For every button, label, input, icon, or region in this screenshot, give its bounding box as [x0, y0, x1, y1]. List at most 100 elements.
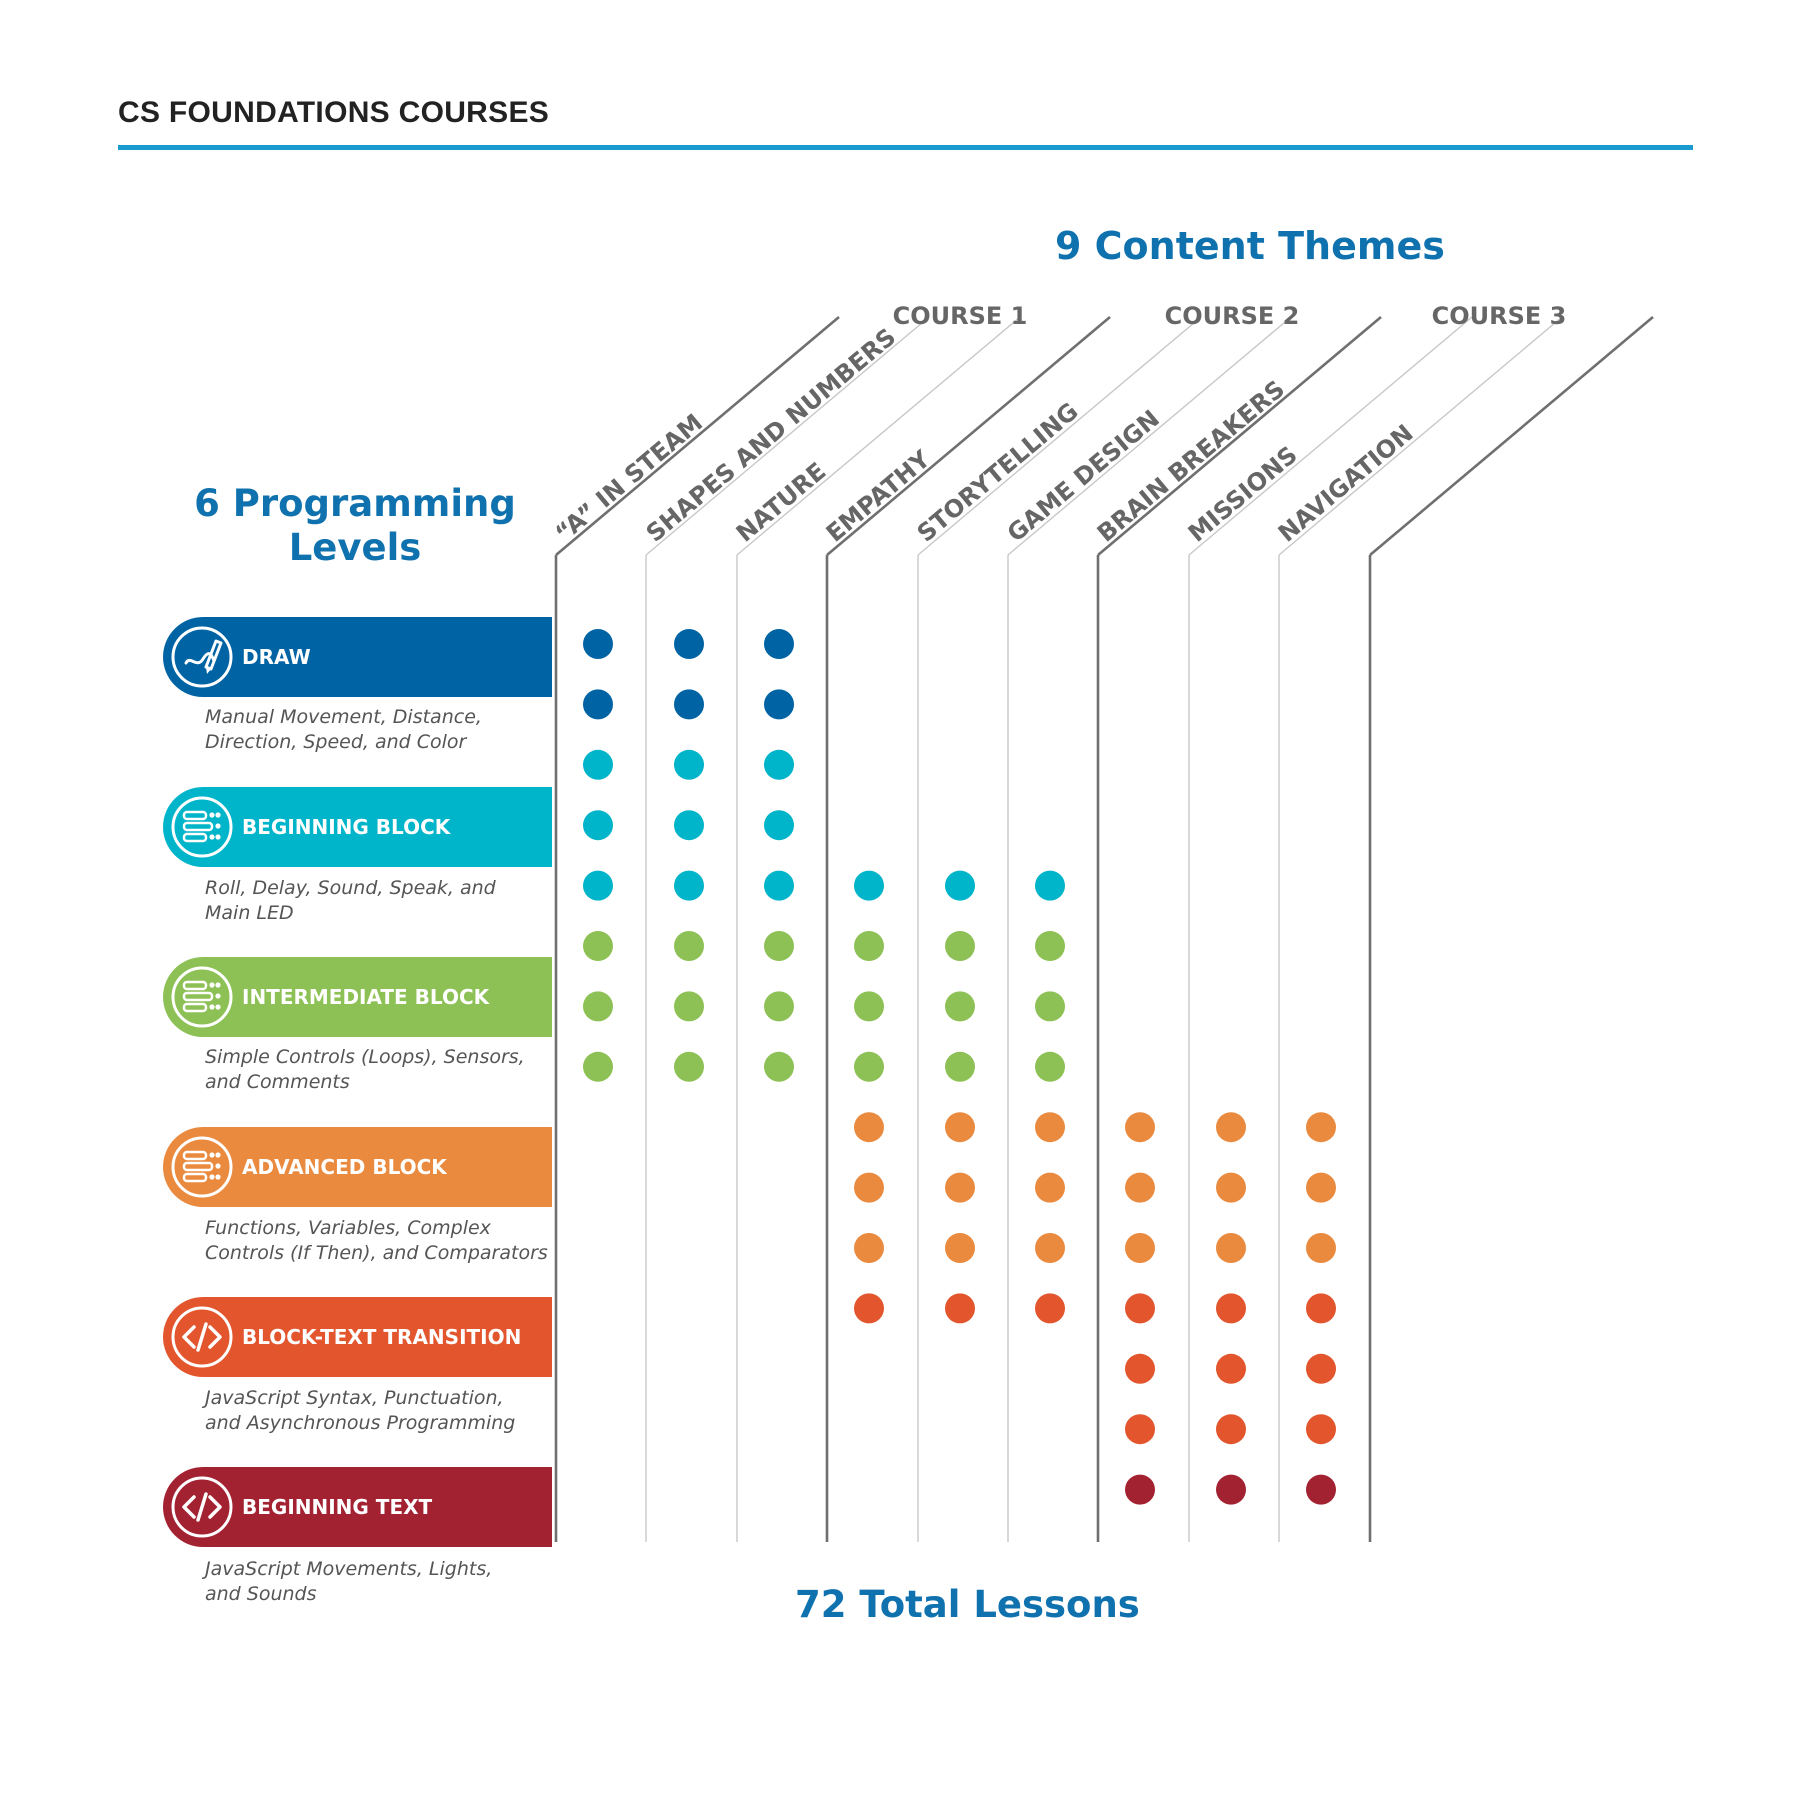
lesson-dot	[1125, 1353, 1155, 1384]
lesson-dot	[674, 689, 704, 720]
lesson-dot	[1216, 1112, 1246, 1143]
level-description-line: JavaScript Syntax, Punctuation,	[205, 1387, 504, 1409]
lesson-dot	[945, 931, 975, 961]
header-diagonal-line	[736, 316, 1021, 556]
lesson-dot	[945, 991, 975, 1022]
lesson-dot	[583, 991, 613, 1022]
level-banner-beginning-text: BEGINNING TEXT	[163, 1467, 552, 1547]
course-label: COURSE 2	[1165, 302, 1300, 330]
level-description-beginning-block: Roll, Delay, Sound, Speak, and Main LED	[205, 876, 550, 926]
lesson-dot	[854, 1293, 884, 1324]
lesson-dot	[1035, 1293, 1065, 1324]
lesson-dot	[764, 991, 794, 1022]
lesson-dot	[945, 1172, 975, 1203]
lesson-dot	[583, 1051, 613, 1082]
lesson-dot	[854, 1172, 884, 1203]
lesson-dot	[764, 931, 794, 961]
lesson-dot	[764, 749, 794, 780]
lesson-dot	[1125, 1112, 1155, 1143]
level-description-block-text-transition: JavaScript Syntax, Punctuation, and Async…	[205, 1386, 550, 1436]
level-description-advanced-block: Functions, Variables, Complex Controls (I…	[205, 1216, 550, 1266]
level-description-draw: Manual Movement, Distance, Direction, Spe…	[205, 705, 550, 755]
theme-label: NAVIGATION	[1273, 419, 1419, 548]
block-code-icon	[171, 966, 233, 1028]
level-description-line: Controls (If Then), and Comparators	[205, 1242, 548, 1264]
level-label: BEGINNING TEXT	[242, 1495, 433, 1519]
lesson-dot	[854, 1233, 884, 1263]
level-description-line: and Asynchronous Programming	[205, 1412, 516, 1434]
level-description-line: Direction, Speed, and Color	[205, 731, 467, 753]
header-diagonal-line	[1007, 316, 1292, 556]
lesson-dot	[1035, 931, 1065, 961]
lesson-dot	[1306, 1414, 1336, 1445]
lesson-dot	[583, 931, 613, 961]
block-code-icon	[171, 796, 233, 858]
lesson-dot	[1306, 1112, 1336, 1143]
header-diagonal-line	[645, 316, 930, 556]
lesson-dot	[1125, 1293, 1155, 1324]
level-banner-block-text-transition: BLOCK-TEXT TRANSITION	[163, 1297, 552, 1377]
level-description-line: Functions, Variables, Complex	[205, 1217, 491, 1239]
course-label: COURSE 1	[893, 302, 1028, 330]
lesson-dot	[1035, 1172, 1065, 1203]
lesson-dot	[583, 749, 613, 780]
level-description-line: Simple Controls (Loops), Sensors,	[205, 1046, 525, 1068]
lesson-dot	[764, 810, 794, 841]
level-banner-beginning-block: BEGINNING BLOCK	[163, 787, 552, 867]
total-lessons-label: 72 Total Lessons	[795, 1583, 1140, 1626]
level-description-beginning-text: JavaScript Movements, Lights, and Sounds	[205, 1557, 550, 1607]
level-description-line: JavaScript Movements, Lights,	[205, 1558, 493, 1580]
pencil-icon	[171, 626, 233, 688]
lesson-dot	[854, 931, 884, 961]
lesson-dot	[583, 810, 613, 841]
code-brackets-icon	[171, 1306, 233, 1368]
level-description-line: and Comments	[205, 1071, 350, 1093]
header-divider	[118, 145, 1693, 150]
lesson-dot	[1035, 991, 1065, 1022]
level-description-line: Roll, Delay, Sound, Speak, and	[205, 877, 496, 899]
lesson-dot	[1125, 1414, 1155, 1445]
lesson-dot	[945, 1112, 975, 1143]
block-code-icon	[171, 1136, 233, 1198]
lesson-dot	[1216, 1474, 1246, 1505]
lesson-dot	[674, 870, 704, 901]
level-banner-intermediate-block: INTERMEDIATE BLOCK	[163, 957, 552, 1037]
lesson-dot	[583, 629, 613, 659]
level-banner-advanced-block: ADVANCED BLOCK	[163, 1127, 552, 1207]
header-diagonal-line	[1278, 316, 1563, 556]
lesson-dot	[1125, 1474, 1155, 1505]
lesson-dot	[1035, 1233, 1065, 1263]
lesson-dot	[1125, 1172, 1155, 1203]
code-brackets-icon	[171, 1476, 233, 1538]
header-diagonal-line	[1097, 316, 1382, 556]
lesson-dot	[1216, 1353, 1246, 1384]
levels-heading: 6 Programming Levels	[194, 482, 516, 569]
lesson-dot	[583, 689, 613, 720]
lesson-dot	[764, 870, 794, 901]
lesson-dot	[674, 629, 704, 659]
lesson-dot	[1306, 1353, 1336, 1384]
lesson-dot	[1306, 1233, 1336, 1263]
lesson-dot	[674, 931, 704, 961]
lesson-dot	[674, 1051, 704, 1082]
lesson-dot	[945, 1293, 975, 1324]
lesson-dot	[674, 991, 704, 1022]
lesson-dot	[764, 689, 794, 720]
level-label: BLOCK-TEXT TRANSITION	[242, 1325, 522, 1349]
lesson-dot	[1306, 1172, 1336, 1203]
level-description-intermediate-block: Simple Controls (Loops), Sensors, and Com…	[205, 1045, 550, 1095]
lesson-dot	[583, 870, 613, 901]
lesson-dot	[1306, 1293, 1336, 1324]
lesson-dot	[1125, 1233, 1155, 1263]
theme-label: “A” IN STEAM	[550, 408, 708, 547]
lesson-dot	[1035, 1051, 1065, 1082]
level-label: INTERMEDIATE BLOCK	[242, 985, 490, 1009]
lesson-dot	[854, 991, 884, 1022]
lesson-dot	[1306, 1474, 1336, 1505]
header-diagonal-line	[1369, 316, 1654, 556]
header-diagonal-line	[917, 316, 1202, 556]
level-label: ADVANCED BLOCK	[242, 1155, 447, 1179]
lesson-dot	[1216, 1172, 1246, 1203]
level-banner-draw: DRAW	[163, 617, 552, 697]
